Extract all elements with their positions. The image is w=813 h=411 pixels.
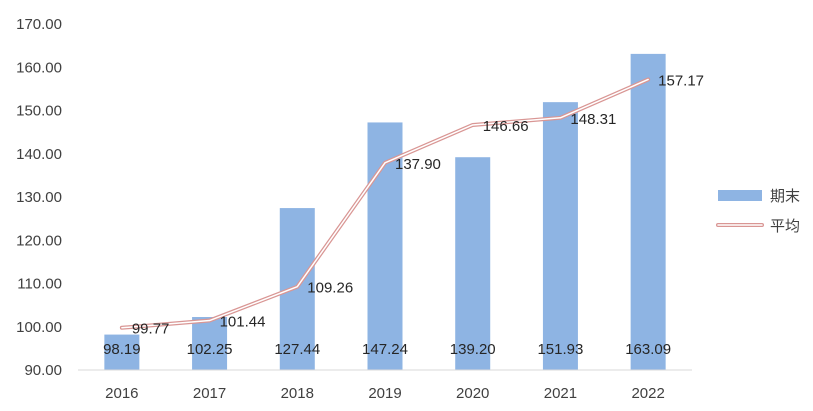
x-tick-label: 2016 xyxy=(105,385,138,402)
legend: 期末 平均 xyxy=(716,187,800,235)
x-tick-label: 2019 xyxy=(368,385,401,402)
bar-value-label: 163.09 xyxy=(625,341,671,358)
bar xyxy=(455,157,491,370)
legend-label-bar: 期末 xyxy=(770,187,800,205)
bar xyxy=(279,208,315,370)
line-value-label: 157.17 xyxy=(658,72,704,89)
y-tick-label: 90.00 xyxy=(24,362,62,379)
x-tick-label: 2021 xyxy=(544,385,577,402)
line-value-label: 137.90 xyxy=(395,156,441,173)
line-value-label: 99.77 xyxy=(132,321,170,338)
legend-swatch-bar xyxy=(718,190,762,201)
x-tick-label: 2020 xyxy=(456,385,489,402)
line-value-label: 101.44 xyxy=(220,314,266,331)
y-tick-label: 100.00 xyxy=(16,319,62,336)
bar xyxy=(104,334,140,370)
y-tick-label: 150.00 xyxy=(16,103,62,120)
bar xyxy=(542,102,578,371)
bar-value-label: 102.25 xyxy=(187,341,233,358)
line-value-label: 148.31 xyxy=(570,111,616,128)
bar-value-label: 127.44 xyxy=(274,341,320,358)
y-tick-label: 110.00 xyxy=(17,276,62,293)
x-tick-label: 2022 xyxy=(631,385,664,402)
bar-value-label: 139.20 xyxy=(450,341,496,358)
bar-value-label: 147.24 xyxy=(362,341,408,358)
bar-value-label: 151.93 xyxy=(537,341,583,358)
y-tick-label: 120.00 xyxy=(16,232,62,249)
bar-data-labels: 98.19 102.25 127.44 147.24 139.20 151.93 163.0… xyxy=(103,341,671,358)
x-tick-label: 2018 xyxy=(281,385,314,402)
line-path-inner xyxy=(121,78,649,329)
bar-value-label: 98.19 xyxy=(103,341,141,358)
y-tick-label: 170.00 xyxy=(16,16,62,33)
y-axis: 90.00 100.00 110.00 120.00 130.00 140.00 150.0… xyxy=(16,16,62,379)
bar xyxy=(630,53,666,371)
line-value-label: 146.66 xyxy=(483,118,529,135)
legend-label-line: 平均 xyxy=(770,217,800,235)
y-tick-label: 140.00 xyxy=(16,146,62,163)
x-axis: 2016 2017 2018 2019 2020 2021 2022 xyxy=(105,385,665,402)
line-value-label: 109.26 xyxy=(307,280,353,297)
y-tick-label: 130.00 xyxy=(16,189,62,206)
line-data-labels: 99.77 101.44 109.26 137.90 146.66 148.31 157.1… xyxy=(132,72,704,337)
line-series xyxy=(119,77,651,330)
y-tick-label: 160.00 xyxy=(16,59,62,76)
bar xyxy=(192,317,228,370)
x-tick-label: 2017 xyxy=(193,385,226,402)
